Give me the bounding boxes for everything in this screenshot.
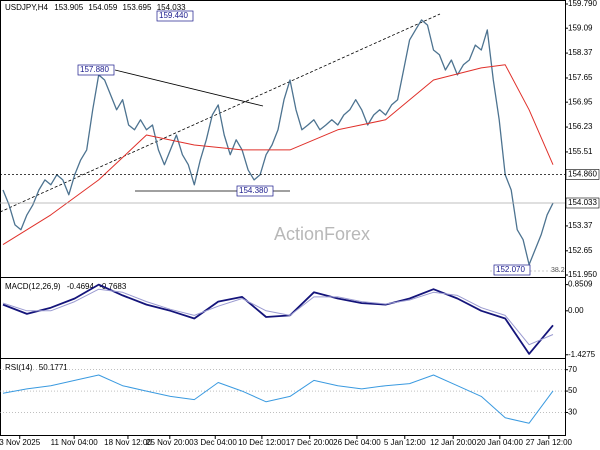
indicator-title: MACD(12,26,9) -0.4694 -0.7683: [5, 282, 127, 291]
y-tick-label: 30: [568, 408, 577, 417]
y-tick-label: 50: [568, 386, 577, 395]
annotation: 152.070: [496, 265, 525, 274]
watermark: ActionForex: [274, 224, 370, 244]
low: 153.695: [123, 3, 152, 12]
annotation: 159.440: [159, 11, 188, 20]
high: 154.059: [88, 3, 117, 12]
level-box: [565, 169, 600, 180]
y-tick-label: 151.950: [568, 270, 597, 279]
annotation: 157.880: [80, 65, 109, 74]
annotation-box: [77, 64, 115, 76]
y-tick-label: -1.4275: [568, 350, 596, 359]
x-tick-label: 27 Jan 12:00: [526, 438, 573, 447]
y-tick-label: 153.37: [568, 221, 593, 230]
indicator-title: RSI(14) 50.1771: [5, 363, 68, 372]
x-tick-label: 11 Nov 04:00: [51, 438, 99, 447]
rsi-value: 50.1771: [39, 363, 68, 372]
y-tick-label: 155.51: [568, 147, 593, 156]
x-tick-label: 26 Dec 04:00: [333, 438, 381, 447]
series-line: [2, 283, 554, 355]
y-tick-label: 159.790: [568, 0, 597, 8]
series-line: [2, 64, 554, 246]
macd-value: -0.4694: [67, 282, 95, 291]
annotation: 154.380: [239, 186, 268, 195]
close: 154.033: [157, 3, 186, 12]
x-tick-label: 20 Jan 04:00: [477, 438, 524, 447]
annotation: 38.2: [551, 267, 565, 274]
series-line: [2, 19, 554, 266]
signal-value: -0.7683: [99, 282, 127, 291]
annotation-box: [493, 264, 531, 276]
level-box: [565, 197, 600, 209]
x-tick-label: 17 Dec 20:00: [286, 438, 334, 447]
y-tick-label: 0.8509: [568, 280, 593, 289]
x-tick-label: 25 Nov 20:00: [146, 438, 194, 447]
x-tick-label: 12 Jan 20:00: [430, 438, 477, 447]
y-tick-label: 0.00: [568, 306, 584, 315]
x-tick-label: 10 Dec 12:00: [238, 438, 286, 447]
y-tick-label: 152.65: [568, 246, 593, 255]
trend-line: [114, 69, 264, 107]
rsi-name: RSI(14): [5, 363, 33, 372]
y-tick-label: 159.09: [568, 23, 593, 32]
series-line: [2, 288, 554, 346]
x-tick-label: 18 Nov 12:00: [104, 438, 152, 447]
x-tick-label: 5 Jan 12:00: [384, 438, 426, 447]
y-tick-label: 157.65: [568, 73, 593, 82]
symbol: USDJPY,H4: [5, 3, 49, 12]
x-tick-label: 3 Nov 2025: [0, 438, 41, 447]
y-tick-label: 70: [568, 365, 577, 374]
y-tick-label: 158.37: [568, 48, 593, 57]
level-label: 154.033: [568, 198, 597, 207]
annotation-box: [236, 185, 274, 197]
x-tick-label: 3 Dec 04:00: [194, 438, 238, 447]
chart-title: USDJPY,H4 153.905 154.059 153.695 154.03…: [5, 3, 186, 12]
y-tick-label: 156.95: [568, 97, 593, 106]
level-label: 154.860: [568, 170, 597, 179]
macd-name: MACD(12,26,9): [5, 282, 61, 291]
open: 153.905: [54, 3, 83, 12]
y-tick-label: 156.23: [568, 122, 593, 131]
series-line: [2, 374, 554, 424]
annotation-box: [156, 10, 194, 22]
